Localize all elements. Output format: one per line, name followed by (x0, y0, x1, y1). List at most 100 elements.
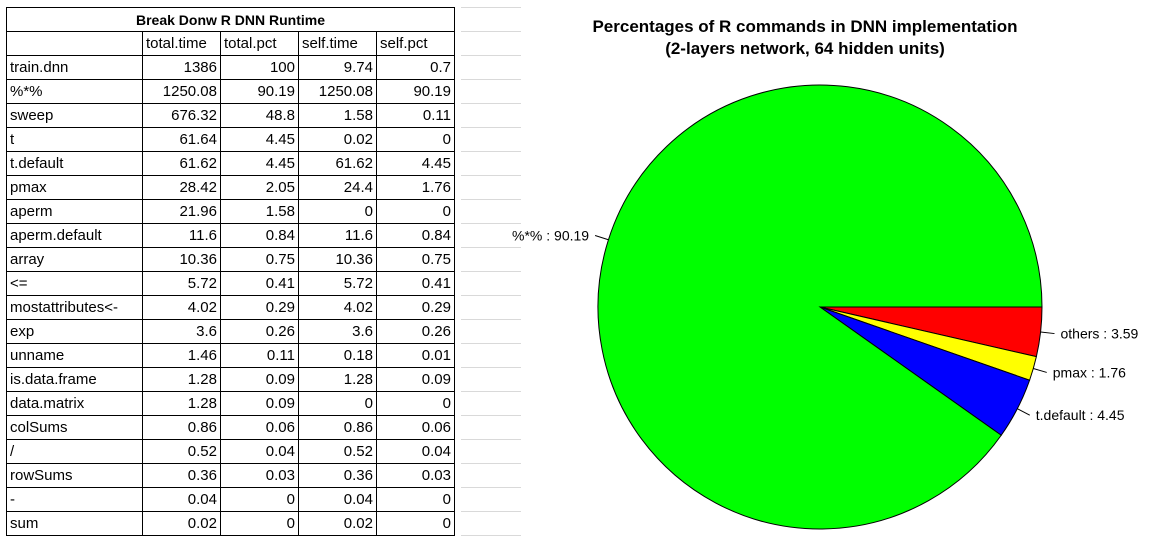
value-cell: 90.19 (220, 79, 299, 104)
row-label-cell: unname (6, 343, 143, 368)
table-row: unname 1.46 0.11 0.18 0.01 (6, 343, 455, 368)
value-cell: 0.04 (220, 439, 299, 464)
value-cell: 11.6 (142, 223, 221, 248)
value-cell: 0 (376, 391, 455, 416)
value-cell: 0.7 (376, 55, 455, 80)
value-cell: 48.8 (220, 103, 299, 128)
gridline (461, 247, 521, 248)
chart-title-line-1: Percentages of R commands in DNN impleme… (592, 17, 1018, 36)
row-label-cell: is.data.frame (6, 367, 143, 392)
runtime-table-container: Break Donw R DNN Runtime total.time total.… (6, 7, 455, 536)
value-cell: 0.84 (220, 223, 299, 248)
column-header: self.time (298, 31, 377, 56)
row-label-cell: / (6, 439, 143, 464)
pie-chart: others : 3.59 pmax : 1.76 t.default : 4.45… (512, 84, 1139, 530)
value-cell: 1386 (142, 55, 221, 80)
table-row: sweep 676.32 48.8 1.58 0.11 (6, 103, 455, 128)
value-cell: 1250.08 (298, 79, 377, 104)
value-cell: 61.62 (142, 151, 221, 176)
table-row: aperm 21.96 1.58 0 0 (6, 199, 455, 224)
value-cell: 0 (376, 511, 455, 536)
value-cell: 21.96 (142, 199, 221, 224)
row-label-cell: %*% (6, 79, 143, 104)
chart-title-line-2: (2-layers network, 64 hidden units) (665, 39, 945, 58)
pie-slice- (597, 84, 1043, 530)
value-cell: 0.09 (220, 367, 299, 392)
value-cell: 1.28 (142, 391, 221, 416)
value-cell: 0.86 (298, 415, 377, 440)
slice-leader-line (594, 235, 609, 241)
gridline (461, 223, 521, 224)
gridline (461, 31, 521, 32)
value-cell: 0 (376, 487, 455, 512)
value-cell: 11.6 (298, 223, 377, 248)
gridline (461, 127, 521, 128)
value-cell: 0.41 (220, 271, 299, 296)
value-cell: 90.19 (376, 79, 455, 104)
value-cell: 0.04 (298, 487, 377, 512)
table-title-row: Break Donw R DNN Runtime (6, 7, 455, 32)
table-row: mostattributes<- 4.02 0.29 4.02 0.29 (6, 295, 455, 320)
value-cell: 0.84 (376, 223, 455, 248)
slice-leader-line (1040, 331, 1055, 335)
row-label-cell: sum (6, 511, 143, 536)
value-cell: 5.72 (142, 271, 221, 296)
value-cell: 10.36 (298, 247, 377, 272)
value-cell: 0 (298, 199, 377, 224)
value-cell: 0 (220, 511, 299, 536)
table-row: rowSums 0.36 0.03 0.36 0.03 (6, 463, 455, 488)
gridline (461, 391, 521, 392)
value-cell: 0.04 (376, 439, 455, 464)
row-label-cell: exp (6, 319, 143, 344)
value-cell: 0.02 (298, 511, 377, 536)
table-row: array 10.36 0.75 10.36 0.75 (6, 247, 455, 272)
table-row: pmax 28.42 2.05 24.4 1.76 (6, 175, 455, 200)
value-cell: 1250.08 (142, 79, 221, 104)
row-label-cell: train.dnn (6, 55, 143, 80)
value-cell: 1.46 (142, 343, 221, 368)
table-row: data.matrix 1.28 0.09 0 0 (6, 391, 455, 416)
value-cell: 10.36 (142, 247, 221, 272)
table-row: train.dnn 1386 100 9.74 0.7 (6, 55, 455, 80)
value-cell: 0 (220, 487, 299, 512)
table-row: /0.52 0.04 0.52 0.04 (6, 439, 455, 464)
value-cell: 1.28 (298, 367, 377, 392)
gridline (461, 319, 521, 320)
value-cell: 0.86 (142, 415, 221, 440)
value-cell: 0.52 (142, 439, 221, 464)
table-row: colSums 0.86 0.06 0.86 0.06 (6, 415, 455, 440)
value-cell: 1.58 (220, 199, 299, 224)
value-cell: 2.05 (220, 175, 299, 200)
row-label-cell: pmax (6, 175, 143, 200)
table-row: t 61.64 4.45 0.02 0 (6, 127, 455, 152)
gridline (461, 55, 521, 56)
table-header-row: total.time total.pct self.time self.pct (6, 31, 455, 56)
gridline (461, 175, 521, 176)
value-cell: 4.45 (220, 151, 299, 176)
value-cell: 4.45 (376, 151, 455, 176)
gridline (461, 439, 521, 440)
value-cell: 4.02 (298, 295, 377, 320)
table-row: -0.04 0 0.04 0 (6, 487, 455, 512)
value-cell: 0.02 (142, 511, 221, 536)
value-cell: 0.11 (376, 103, 455, 128)
row-label-cell: rowSums (6, 463, 143, 488)
gridline (461, 463, 521, 464)
column-header: total.pct (220, 31, 299, 56)
value-cell: 0.09 (220, 391, 299, 416)
table-row: <= 5.72 0.41 5.72 0.41 (6, 271, 455, 296)
gridline (461, 7, 521, 8)
value-cell: 0.41 (376, 271, 455, 296)
value-cell: 24.4 (298, 175, 377, 200)
row-label-cell: - (6, 487, 143, 512)
row-label-cell: <= (6, 271, 143, 296)
slice-label: %*% : 90.19 (512, 227, 589, 243)
value-cell: 0.03 (376, 463, 455, 488)
table-row: %*% 1250.08 90.19 1250.08 90.19 (6, 79, 455, 104)
value-cell: 1.28 (142, 367, 221, 392)
table-row: t.default 61.62 4.45 61.62 4.45 (6, 151, 455, 176)
pie-chart-container: Percentages of R commands in DNN impleme… (480, 0, 1171, 542)
value-cell: 1.58 (298, 103, 377, 128)
value-cell: 0 (376, 127, 455, 152)
value-cell: 0 (298, 391, 377, 416)
